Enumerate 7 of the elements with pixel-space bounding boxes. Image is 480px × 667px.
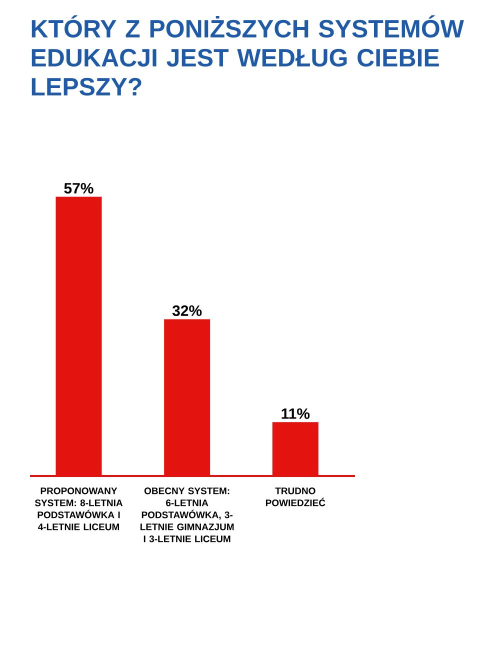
x-tick-label: OBECNY SYSTEM: 6-LETNIA PODSTAWÓWKA, 3-LETNIE GIMNAZJUM I 3-LETNIE LICEUM [140,488,234,542]
data-label: 32% [172,305,202,316]
x-tick-label: PROPONOWANY SYSTEM: 8-LETNIA PODSTAWÓWKA I 4-LETNIE LICEUM [34,488,122,530]
x-tick-label: TRUDNO POWIEDZIEĆ [266,488,326,506]
data-label: 11% [282,408,310,419]
data-label: 57% [64,182,94,194]
chart-title: KTÓRY Z PONIŻSZYCH SYSTEMÓW EDUKACJI JEST WEDŁUG CIEBIE LEPSZY? [32,15,464,96]
